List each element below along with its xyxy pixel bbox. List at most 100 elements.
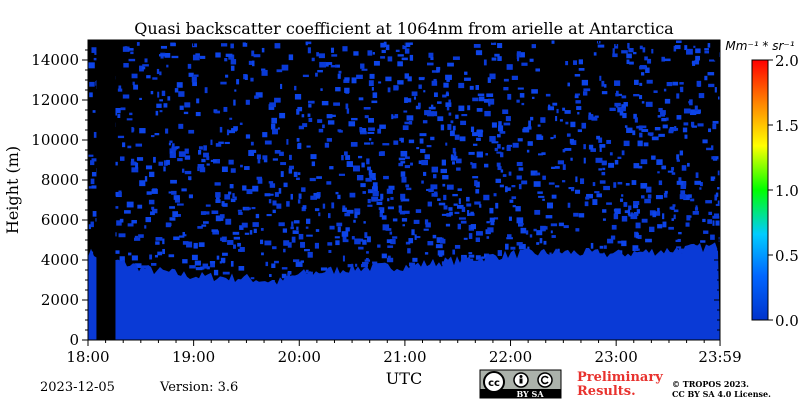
- speckle-mark: [338, 130, 343, 133]
- speckle-mark: [508, 171, 512, 176]
- speckle-mark: [521, 180, 528, 185]
- speckle-mark: [413, 96, 417, 100]
- speckle-mark: [526, 149, 530, 153]
- speckle-mark: [253, 228, 257, 234]
- speckle-mark: [697, 123, 704, 127]
- speckle-mark: [386, 188, 393, 194]
- speckle-mark: [224, 194, 231, 200]
- speckle-mark: [234, 89, 237, 92]
- speckle-mark: [214, 182, 221, 186]
- speckle-mark: [426, 145, 432, 148]
- speckle-mark: [428, 188, 434, 193]
- speckle-mark: [398, 207, 402, 212]
- speckle-mark: [649, 226, 655, 233]
- speckle-mark: [288, 54, 294, 61]
- speckle-mark: [361, 162, 365, 168]
- speckle-mark: [550, 137, 554, 140]
- speckle-mark: [684, 45, 688, 51]
- speckle-mark: [297, 199, 301, 204]
- speckle-mark: [599, 75, 602, 81]
- speckle-mark: [387, 198, 390, 202]
- speckle-mark: [694, 109, 701, 114]
- speckle-mark: [305, 41, 312, 45]
- speckle-mark: [372, 177, 377, 181]
- speckle-mark: [603, 245, 607, 249]
- speckle-mark: [368, 118, 375, 123]
- speckle-mark: [214, 110, 220, 114]
- speckle-mark: [695, 55, 701, 61]
- speckle-mark: [676, 246, 682, 249]
- speckle-mark: [152, 77, 158, 80]
- speckle-mark: [503, 86, 509, 91]
- speckle-mark: [476, 50, 483, 56]
- speckle-mark: [237, 242, 241, 247]
- speckle-mark: [491, 141, 499, 144]
- speckle-mark: [280, 171, 284, 177]
- speckle-mark: [552, 102, 558, 106]
- speckle-mark: [443, 194, 447, 201]
- speckle-mark: [599, 245, 604, 249]
- speckle-mark: [422, 120, 428, 124]
- speckle-mark: [353, 165, 360, 172]
- speckle-mark: [90, 178, 95, 185]
- speckle-mark: [154, 132, 160, 136]
- speckle-mark: [398, 157, 406, 161]
- speckle-mark: [260, 239, 264, 245]
- preliminary-label-line2: Results.: [577, 384, 636, 399]
- speckle-mark: [644, 198, 651, 204]
- speckle-mark: [562, 107, 566, 111]
- speckle-mark: [467, 105, 471, 111]
- speckle-mark: [592, 199, 598, 206]
- speckle-mark: [152, 208, 158, 214]
- speckle-mark: [655, 195, 663, 200]
- speckle-mark: [200, 266, 205, 270]
- speckle-mark: [615, 90, 619, 94]
- speckle-mark: [440, 168, 448, 174]
- speckle-mark: [234, 196, 237, 201]
- speckle-mark: [564, 147, 572, 151]
- speckle-mark: [158, 161, 164, 166]
- speckle-mark: [206, 266, 210, 270]
- speckle-mark: [248, 60, 253, 65]
- speckle-mark: [188, 129, 195, 134]
- speckle-mark: [192, 43, 198, 48]
- speckle-mark: [590, 148, 596, 152]
- speckle-mark: [496, 151, 502, 154]
- speckle-mark: [335, 240, 340, 246]
- speckle-mark: [320, 267, 328, 271]
- speckle-mark: [657, 224, 663, 229]
- speckle-mark: [305, 41, 308, 46]
- speckle-mark: [283, 248, 286, 253]
- speckle-mark: [680, 86, 684, 93]
- speckle-mark: [398, 162, 404, 167]
- speckle-mark: [341, 231, 349, 237]
- speckle-mark: [268, 199, 272, 204]
- speckle-mark: [692, 60, 696, 66]
- speckle-mark: [194, 260, 201, 266]
- speckle-mark: [625, 183, 630, 186]
- speckle-mark: [501, 147, 505, 150]
- speckle-mark: [276, 69, 283, 73]
- speckle-mark: [372, 191, 379, 197]
- speckle-mark: [493, 193, 497, 197]
- speckle-mark: [645, 67, 650, 73]
- speckle-mark: [713, 213, 720, 216]
- x-tick-label: 21:00: [383, 348, 426, 366]
- speckle-mark: [594, 191, 600, 194]
- speckle-mark: [454, 211, 460, 215]
- speckle-mark: [416, 147, 420, 150]
- speckle-mark: [309, 177, 316, 182]
- plot-area: [88, 40, 720, 340]
- speckle-mark: [588, 115, 594, 120]
- speckle-mark: [131, 220, 137, 224]
- speckle-mark: [486, 93, 494, 97]
- speckle-mark: [230, 198, 236, 203]
- speckle-mark: [345, 103, 349, 110]
- speckle-mark: [335, 191, 339, 195]
- speckle-mark: [530, 116, 534, 121]
- speckle-mark: [491, 122, 497, 128]
- speckle-mark: [320, 88, 323, 91]
- speckle-mark: [184, 102, 191, 108]
- speckle-mark: [519, 52, 525, 58]
- speckle-mark: [476, 130, 484, 133]
